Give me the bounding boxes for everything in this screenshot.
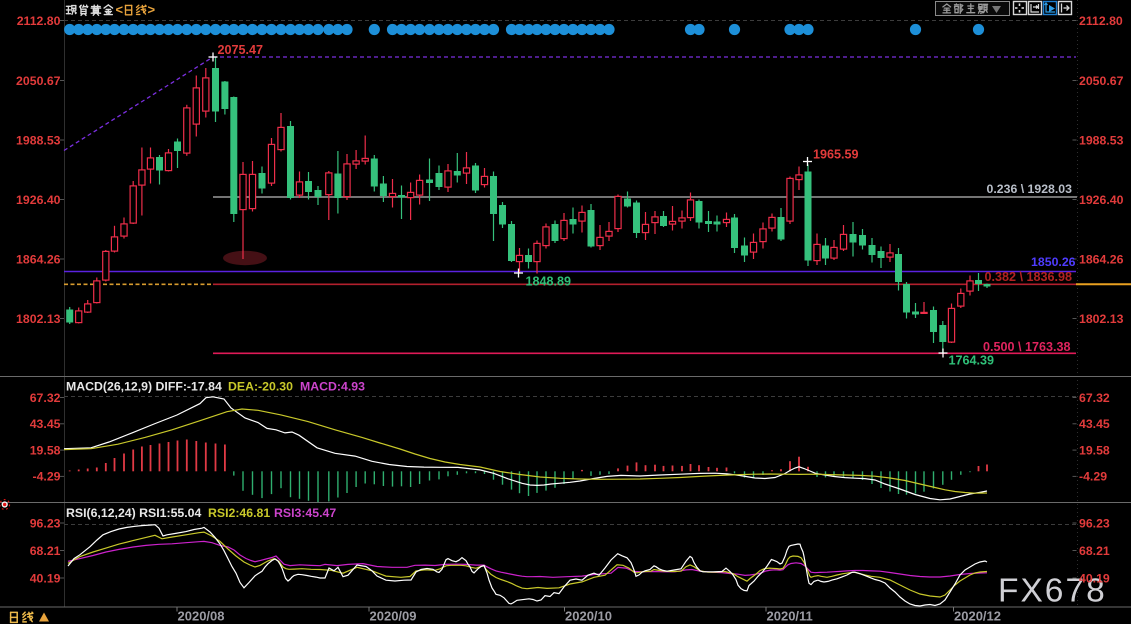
svg-text:2020/10: 2020/10 — [565, 609, 612, 624]
svg-text:1988.53: 1988.53 — [1079, 133, 1124, 147]
svg-text:FX678: FX678 — [998, 573, 1107, 610]
svg-text:1764.39: 1764.39 — [949, 354, 995, 368]
svg-text:2050.67: 2050.67 — [16, 74, 61, 88]
svg-text:40.19: 40.19 — [1079, 571, 1110, 585]
svg-text:DEA:-20.30: DEA:-20.30 — [228, 380, 293, 394]
svg-text:40.19: 40.19 — [30, 571, 61, 585]
svg-text:96.23: 96.23 — [30, 516, 61, 530]
svg-text:0.236 \ 1928.03: 0.236 \ 1928.03 — [987, 182, 1073, 196]
svg-text:67.32: 67.32 — [30, 391, 61, 405]
svg-text:1988.53: 1988.53 — [16, 133, 61, 147]
svg-text:2020/11: 2020/11 — [767, 609, 813, 624]
svg-text:2020/09: 2020/09 — [370, 609, 417, 624]
svg-text:-4.29: -4.29 — [1079, 470, 1107, 484]
svg-text:68.21: 68.21 — [1079, 544, 1110, 558]
svg-text:0.382 \ 1836.98: 0.382 \ 1836.98 — [984, 270, 1072, 284]
svg-text:RSI(6,12,24) RSI1:55.04: RSI(6,12,24) RSI1:55.04 — [66, 506, 201, 520]
svg-text:2075.47: 2075.47 — [218, 43, 264, 57]
svg-text:0.500 \ 1763.38: 0.500 \ 1763.38 — [983, 340, 1071, 354]
svg-text:19.58: 19.58 — [1079, 443, 1110, 457]
svg-text:1864.26: 1864.26 — [16, 252, 61, 266]
svg-text:1850.26: 1850.26 — [1031, 255, 1076, 269]
svg-text:68.21: 68.21 — [30, 544, 61, 558]
svg-text:67.32: 67.32 — [1079, 391, 1110, 405]
svg-text:2020/12: 2020/12 — [954, 609, 1001, 624]
svg-text:MACD(26,12,9) DIFF:-17.84: MACD(26,12,9) DIFF:-17.84 — [66, 380, 222, 394]
svg-text:1926.40: 1926.40 — [1079, 193, 1124, 207]
svg-text:1802.13: 1802.13 — [16, 312, 61, 326]
svg-text:43.45: 43.45 — [30, 417, 61, 431]
svg-text:1965.59: 1965.59 — [813, 148, 859, 162]
svg-text:2112.80: 2112.80 — [1079, 14, 1123, 28]
svg-text:96.23: 96.23 — [1079, 516, 1110, 530]
svg-text:1926.40: 1926.40 — [16, 193, 61, 207]
svg-text:<: < — [116, 2, 124, 17]
svg-text:2020/08: 2020/08 — [178, 609, 225, 624]
svg-text:43.45: 43.45 — [1079, 417, 1110, 431]
svg-text:>: > — [148, 2, 156, 17]
svg-text:2112.80: 2112.80 — [17, 14, 61, 28]
svg-text:1802.13: 1802.13 — [1079, 312, 1124, 326]
svg-text:-4.29: -4.29 — [32, 470, 60, 484]
svg-text:MACD:4.93: MACD:4.93 — [300, 380, 365, 394]
svg-text:19.58: 19.58 — [30, 443, 61, 457]
svg-text:1864.26: 1864.26 — [1079, 252, 1124, 266]
svg-text:1848.89: 1848.89 — [526, 275, 572, 289]
svg-text:RSI3:45.47: RSI3:45.47 — [274, 506, 336, 520]
svg-text:RSI2:46.81: RSI2:46.81 — [208, 506, 270, 520]
svg-text:2050.67: 2050.67 — [1079, 74, 1124, 88]
